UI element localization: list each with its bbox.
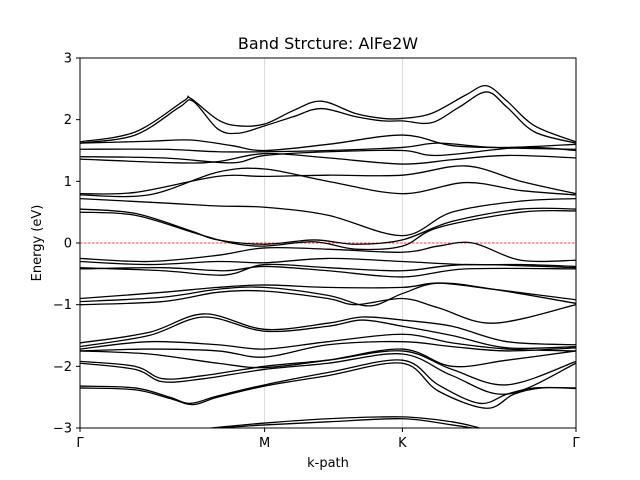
band-line-6 (80, 152, 576, 165)
band-line-19 (80, 313, 576, 346)
band-line-21 (80, 333, 576, 352)
x-tick-label: M (259, 436, 270, 451)
chart-title: Band Strcture: AlFe2W (238, 34, 418, 53)
band-line-28 (210, 416, 480, 428)
y-tick-label: −1 (53, 298, 72, 313)
band-line-25 (80, 353, 576, 395)
band-line-12 (80, 241, 576, 263)
band-line-9 (80, 197, 576, 237)
band-line-1 (80, 85, 576, 143)
band-line-24 (80, 350, 576, 386)
y-tick-label: −3 (53, 422, 72, 437)
band-line-11 (80, 209, 576, 251)
band-line-14 (80, 263, 576, 276)
band-line-15 (80, 265, 576, 278)
band-line-22 (80, 340, 576, 358)
x-axis-label: k-path (307, 456, 349, 471)
y-tick-label: 0 (64, 237, 72, 252)
band-line-3 (80, 134, 576, 152)
band-line-17 (80, 282, 576, 307)
band-line-8 (80, 167, 576, 198)
band-line-2 (80, 91, 576, 144)
x-tick-label: K (398, 436, 407, 451)
band-line-10 (80, 207, 576, 245)
band-line-5 (80, 146, 576, 164)
y-tick-label: 3 (64, 52, 72, 67)
y-tick-label: −2 (53, 360, 72, 375)
band-line-20 (80, 316, 576, 350)
band-lines (80, 85, 576, 428)
y-axis-label: Energy (eV) (30, 205, 45, 282)
band-line-29 (217, 418, 473, 428)
y-axis-ticks: −3 −2 −1 0 1 2 3 (53, 52, 80, 437)
band-line-18 (80, 289, 576, 324)
y-tick-label: 1 (64, 175, 72, 190)
band-line-27 (80, 362, 576, 409)
band-line-26 (80, 359, 576, 405)
band-line-4 (80, 142, 576, 153)
x-tick-label: Γ (76, 436, 84, 451)
x-tick-label: Γ (572, 436, 580, 451)
band-line-7 (80, 165, 576, 195)
y-tick-label: 2 (64, 113, 72, 128)
